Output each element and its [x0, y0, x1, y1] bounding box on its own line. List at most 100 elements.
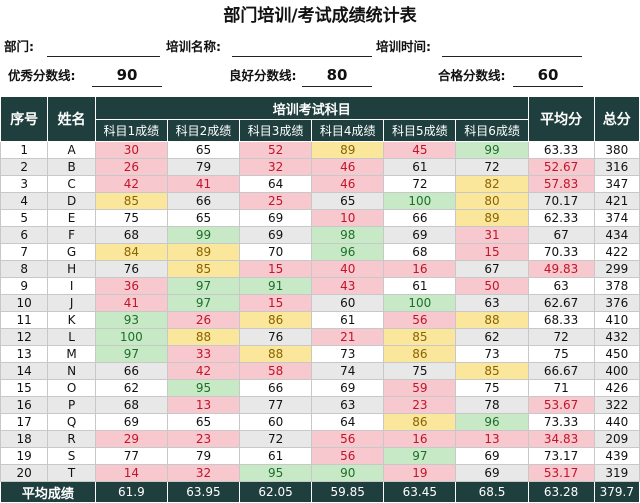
row-number-cell: 7: [0, 243, 49, 261]
score-cell: 75: [94, 209, 168, 227]
total-cell: 434: [593, 226, 640, 244]
pass-line-value[interactable]: 60: [513, 64, 583, 87]
score-cell: 32: [239, 158, 313, 176]
score-cell: 21: [311, 328, 385, 346]
table-row: 5 E 75 65 69 10 66 89 62.33 374: [0, 209, 640, 227]
average-cell: 57.83: [527, 175, 595, 193]
footer-label: 平均成绩: [0, 481, 96, 503]
score-cell: 25: [239, 192, 313, 210]
name-cell: D: [47, 192, 96, 210]
score-cell: 66: [239, 379, 313, 397]
score-cell: 76: [94, 260, 168, 278]
score-cell: 88: [239, 345, 313, 363]
training-time-field[interactable]: [442, 36, 582, 57]
score-cell: 74: [311, 362, 385, 380]
score-cell: 100: [94, 328, 168, 346]
score-cell: 46: [311, 175, 385, 193]
score-cell: 77: [239, 396, 313, 414]
table-row: 9 I 36 97 91 43 61 50 63 378: [0, 277, 640, 295]
average-cell: 71: [527, 379, 595, 397]
score-cell: 26: [94, 158, 168, 176]
good-line-value[interactable]: 80: [302, 64, 372, 87]
row-number-cell: 14: [0, 362, 49, 380]
score-cell: 61: [239, 447, 313, 465]
score-cell: 82: [455, 175, 529, 193]
score-cell: 99: [166, 226, 241, 244]
average-cell: 70.17: [527, 192, 595, 210]
score-cell: 60: [239, 413, 313, 431]
score-cell: 73: [311, 345, 385, 363]
score-cell: 73: [455, 345, 529, 363]
score-cell: 97: [166, 294, 241, 312]
score-cell: 85: [94, 192, 168, 210]
score-cell: 61: [311, 311, 385, 329]
average-cell: 68.33: [527, 311, 595, 329]
score-cell: 41: [166, 175, 241, 193]
score-cell: 86: [383, 413, 457, 431]
excellent-line-label: 优秀分数线:: [8, 68, 76, 83]
score-cell: 70: [239, 243, 313, 261]
department-field[interactable]: [47, 36, 160, 57]
score-cell: 69: [239, 209, 313, 227]
table-body: 1 A 30 65 52 89 45 99 63.33 380 2 B 26 79 32 46 61 72 52.6…: [0, 141, 640, 482]
score-cell: 68: [94, 396, 168, 414]
average-cell: 34.83: [527, 430, 595, 448]
score-cell: 13: [455, 430, 529, 448]
score-cell: 97: [166, 277, 241, 295]
score-cell: 79: [166, 447, 241, 465]
score-cell: 100: [383, 294, 457, 312]
training-name-field[interactable]: [232, 36, 372, 57]
header-subject-6: 科目6成绩: [455, 119, 529, 142]
score-cell: 76: [239, 328, 313, 346]
footer-row: 平均成绩 61.9 63.95 62.05 59.85 63.45 68.5 6…: [0, 481, 640, 503]
score-cell: 69: [239, 226, 313, 244]
score-cell: 10: [311, 209, 385, 227]
table-row: 12 L 100 88 76 21 85 62 72 432: [0, 328, 640, 346]
score-cell: 42: [166, 362, 241, 380]
score-cell: 77: [94, 447, 168, 465]
score-cell: 13: [166, 396, 241, 414]
total-cell: 426: [593, 379, 640, 397]
score-cell: 68: [383, 243, 457, 261]
average-cell: 67: [527, 226, 595, 244]
name-cell: Q: [47, 413, 96, 431]
average-cell: 70.33: [527, 243, 595, 261]
name-cell: K: [47, 311, 96, 329]
score-cell: 95: [239, 464, 313, 482]
score-cell: 80: [455, 192, 529, 210]
score-cell: 86: [383, 345, 457, 363]
pass-line-label: 合格分数线:: [438, 68, 506, 83]
header-name: 姓名: [47, 96, 96, 142]
name-cell: M: [47, 345, 96, 363]
total-cell: 400: [593, 362, 640, 380]
name-cell: E: [47, 209, 96, 227]
score-cell: 69: [383, 226, 457, 244]
name-cell: P: [47, 396, 96, 414]
score-cell: 95: [166, 379, 241, 397]
score-cell: 66: [94, 362, 168, 380]
score-cell: 68: [94, 226, 168, 244]
footer-subject-2-avg: 63.95: [166, 481, 241, 503]
average-cell: 62.67: [527, 294, 595, 312]
table-row: 16 P 68 13 77 63 23 78 53.67 322: [0, 396, 640, 414]
score-cell: 46: [311, 158, 385, 176]
score-cell: 69: [455, 447, 529, 465]
score-cell: 69: [455, 464, 529, 482]
score-cell: 65: [166, 209, 241, 227]
score-cell: 65: [166, 141, 241, 159]
score-cell: 56: [311, 447, 385, 465]
score-cell: 69: [94, 413, 168, 431]
average-cell: 66.67: [527, 362, 595, 380]
row-number-cell: 12: [0, 328, 49, 346]
score-cell: 78: [455, 396, 529, 414]
score-cell: 63: [311, 396, 385, 414]
name-cell: R: [47, 430, 96, 448]
name-cell: I: [47, 277, 96, 295]
total-cell: 299: [593, 260, 640, 278]
department-label: 部门:: [4, 39, 34, 54]
row-number-cell: 4: [0, 192, 49, 210]
total-cell: 432: [593, 328, 640, 346]
average-cell: 75: [527, 345, 595, 363]
average-cell: 72: [527, 328, 595, 346]
excellent-line-value[interactable]: 90: [92, 64, 162, 87]
